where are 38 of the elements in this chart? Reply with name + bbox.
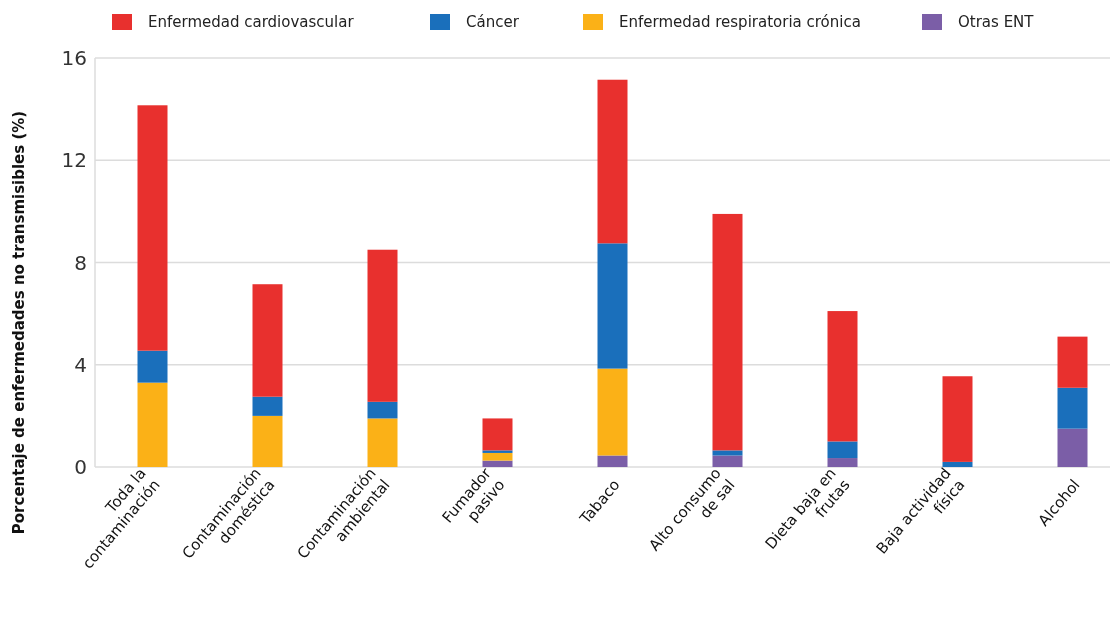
bar bbox=[482, 418, 513, 451]
bar bbox=[482, 460, 513, 467]
y-tick-label: 8 bbox=[74, 250, 87, 275]
bar bbox=[597, 79, 628, 244]
legend-label: Enfermedad cardiovascular bbox=[148, 13, 355, 32]
bar bbox=[597, 243, 628, 369]
bar bbox=[1057, 336, 1088, 388]
bar bbox=[137, 382, 168, 467]
y-tick-label: 16 bbox=[61, 46, 87, 70]
y-axis-title: Porcentaje de enfermedades no transmisibles (%) bbox=[10, 110, 28, 535]
y-tick-label: 0 bbox=[74, 455, 87, 479]
legend-label: Enfermedad respiratoria crónica bbox=[619, 13, 861, 32]
bar bbox=[367, 418, 398, 467]
bar bbox=[482, 450, 513, 453]
bar bbox=[827, 441, 858, 459]
legend-label: Cáncer bbox=[466, 13, 520, 32]
bar bbox=[252, 415, 283, 467]
bar bbox=[137, 350, 168, 383]
bar bbox=[367, 401, 398, 419]
bar bbox=[827, 458, 858, 467]
bar bbox=[252, 396, 283, 416]
y-tick-label: 12 bbox=[61, 148, 87, 173]
legend-label: Otras ENT bbox=[958, 13, 1035, 32]
bar bbox=[942, 376, 973, 462]
bar bbox=[597, 368, 628, 456]
bar bbox=[597, 455, 628, 467]
bar bbox=[367, 249, 398, 402]
bar bbox=[1057, 387, 1088, 429]
bar bbox=[252, 284, 283, 397]
bar bbox=[482, 452, 513, 461]
y-tick-label: 4 bbox=[74, 352, 87, 377]
bar bbox=[712, 213, 743, 451]
bar bbox=[827, 311, 858, 442]
bar bbox=[712, 450, 743, 456]
bar bbox=[712, 455, 743, 467]
bar bbox=[137, 105, 168, 351]
bar bbox=[942, 461, 973, 467]
bar bbox=[1057, 428, 1088, 467]
